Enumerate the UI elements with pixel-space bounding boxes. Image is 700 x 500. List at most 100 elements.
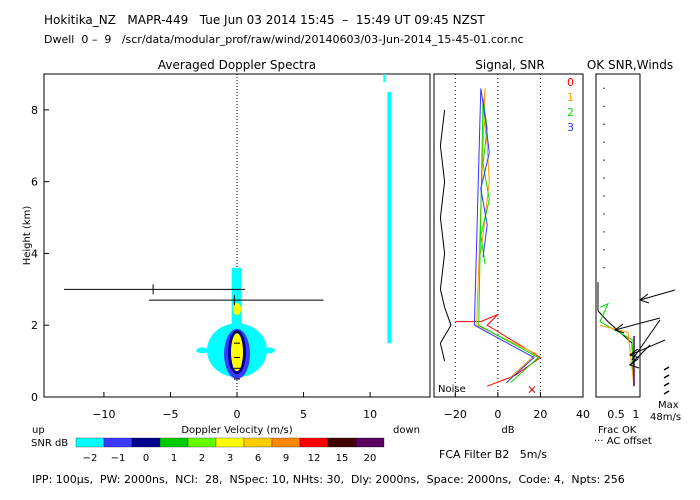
wind-barb (663, 366, 670, 371)
signal-series-3 (473, 88, 535, 383)
colorbar-tick-label: 2 (199, 453, 205, 464)
winds-title: OK SNR,Winds (587, 58, 673, 72)
colorbar-tick-label: 0 (143, 453, 149, 464)
max-speed-label: 48m/s (650, 412, 681, 423)
frac-point (603, 213, 605, 215)
y-tick-label: 0 (31, 391, 38, 404)
colorbar-tick-label: 20 (364, 453, 377, 464)
colorbar-swatch (159, 437, 189, 448)
spectra-panel: Averaged Doppler Spectra −10 −5 0 5 10 0 2 4 6 8 He… (22, 58, 431, 436)
header-dwell: Dwell 0 – 9 /scr/data/modular_prof/raw/w… (44, 33, 524, 46)
echo-left-spot (196, 347, 209, 354)
spectra-title: Averaged Doppler Spectra (158, 58, 316, 72)
wind-arrowhead-0 (638, 293, 650, 304)
colorbar-swatch (75, 437, 105, 448)
signal-series-noise (439, 109, 452, 362)
frac-green-curve (599, 302, 635, 387)
noise-label: Noise (438, 384, 466, 395)
max-label: Max (658, 400, 679, 411)
winds-frame (595, 73, 641, 398)
wind-barb (663, 390, 670, 395)
winds-xlabel: Frac OK (598, 425, 637, 436)
x-tick-label: −10 (92, 408, 115, 421)
colorbar-swatch (355, 437, 385, 448)
signal-x-tick-label: 20 (533, 408, 547, 421)
wind-line (631, 319, 661, 361)
echo-right-spot (262, 347, 275, 354)
signal-x-tick-label: −20 (444, 408, 467, 421)
colorbar-tick-label: 12 (308, 453, 321, 464)
colorbar-tick-label: 1 (171, 453, 177, 464)
signal-frame (433, 73, 584, 398)
echo-upper-yellow (233, 303, 241, 316)
colorbar-tick-label: −2 (83, 453, 98, 464)
winds-x-tick-label: 1 (633, 408, 640, 421)
footer-fca-label: FCA Filter B2 5m/s (439, 448, 547, 461)
colorbar-tick-label: 9 (283, 453, 289, 464)
x-axis-label: Doppler Velocity (m/s) (181, 425, 292, 436)
legend-entry-2: 2 (567, 106, 574, 119)
wind-arrow-1 (614, 317, 661, 331)
signal-xlabel: dB (501, 425, 514, 436)
y-tick-label: 4 (31, 247, 38, 260)
legend-entry-1: 1 (567, 91, 574, 104)
signal-series-2 (478, 99, 540, 383)
frac-point (603, 87, 605, 90)
ac-offset-label: ··· AC offset (594, 436, 652, 447)
colorbar-swatch (243, 437, 273, 448)
frac-point (603, 249, 605, 251)
frac-point (603, 159, 605, 161)
colorbar-tick-label: 15 (336, 453, 349, 464)
colorbar-swatch (103, 437, 133, 448)
signal-x-tick-label: 40 (576, 408, 590, 421)
winds-x-tick-label: 0.5 (607, 408, 625, 421)
wind-arrowhead-3 (628, 358, 640, 369)
colorbar-tick-label: 6 (255, 453, 261, 464)
signal-x-tick-label: 0 (494, 408, 501, 421)
signal-title: Signal, SNR (475, 58, 544, 72)
y-tick-label: 2 (31, 319, 38, 332)
echo-yellow (231, 333, 243, 372)
wind-barb (663, 374, 670, 379)
up-label: up (32, 425, 45, 436)
legend-entry-3: 3 (567, 121, 574, 134)
frac-point (603, 267, 605, 269)
frac-point (603, 123, 605, 125)
echo-streak-right (387, 91, 392, 344)
colorbar-swatch (271, 437, 301, 448)
colorbar-swatch (327, 437, 357, 448)
wind-arrowhead-2 (628, 348, 640, 359)
frac-point (603, 231, 605, 233)
wind-barb (663, 382, 670, 387)
colorbar-swatch (215, 437, 245, 448)
colorbar-tick-label: −1 (111, 453, 126, 464)
signal-panel: Signal, SNR × −20 0 20 40 dB Noise 0 1 2 3 (433, 58, 590, 436)
footer-params: IPP: 100µs, PW: 2000ns, NCI: 28, NSpec: … (32, 473, 625, 486)
frac-point (603, 195, 605, 197)
frac-point (603, 141, 605, 143)
x-tick-label: 5 (300, 408, 307, 421)
x-tick-label: −5 (162, 408, 178, 421)
y-axis-label: Height (km) (22, 206, 33, 266)
colorbar-swatch (299, 437, 329, 448)
signal-x-marker: × (527, 382, 537, 396)
echo-streak-top (383, 74, 386, 82)
frac-orange-curve (599, 324, 635, 387)
colorbar-swatch (187, 437, 217, 448)
wind-arrowhead-1 (613, 323, 625, 334)
x-tick-label: 10 (363, 408, 377, 421)
winds-panel: OK SNR,Winds 0.5 1 Frac OK··· AC offset Max4… (587, 58, 681, 447)
frac-point (603, 177, 605, 179)
colorbar: SNR dB−2 −1 0 1 2 3 6 9 12 15 20 (31, 437, 385, 464)
down-label: down (393, 425, 420, 436)
y-tick-label: 8 (31, 104, 38, 117)
legend-entry-0: 0 (567, 76, 574, 89)
colorbar-swatch (131, 437, 161, 448)
header-title: Hokitika_NZ MAPR-449 Tue Jun 03 2014 15:… (44, 13, 485, 27)
y-tick-label: 6 (31, 176, 38, 189)
wind-arrow-0 (639, 289, 676, 301)
colorbar-tick-label: 3 (227, 453, 233, 464)
wind-arrow-3 (629, 344, 651, 366)
colorbar-label: SNR dB (31, 438, 68, 449)
